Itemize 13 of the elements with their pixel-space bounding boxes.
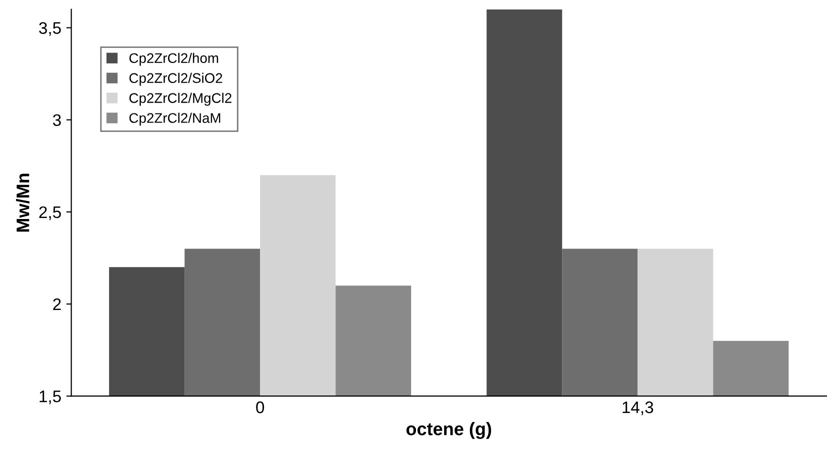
legend-label: Cp2ZrCl2/MgCl2 xyxy=(129,92,232,106)
legend-label: Cp2ZrCl2/SiO2 xyxy=(129,72,222,86)
y-axis-title: Mw/Mn xyxy=(16,174,30,232)
y-tick-label: 2 xyxy=(53,298,61,310)
x-tick-label: 0 xyxy=(256,401,264,414)
x-tick-label: 14,3 xyxy=(622,401,654,416)
y-tick-label: 3 xyxy=(52,114,61,126)
y-tick-label: 3,5 xyxy=(39,22,61,36)
x-axis-title: octene (g) xyxy=(406,422,492,439)
y-tick-label: 2,5 xyxy=(39,206,61,220)
legend-label: Cp2ZrCl2/NaM xyxy=(129,112,220,126)
legend-label: Cp2ZrCl2/hom xyxy=(129,52,218,66)
y-tick-label: 1,5 xyxy=(40,390,61,404)
